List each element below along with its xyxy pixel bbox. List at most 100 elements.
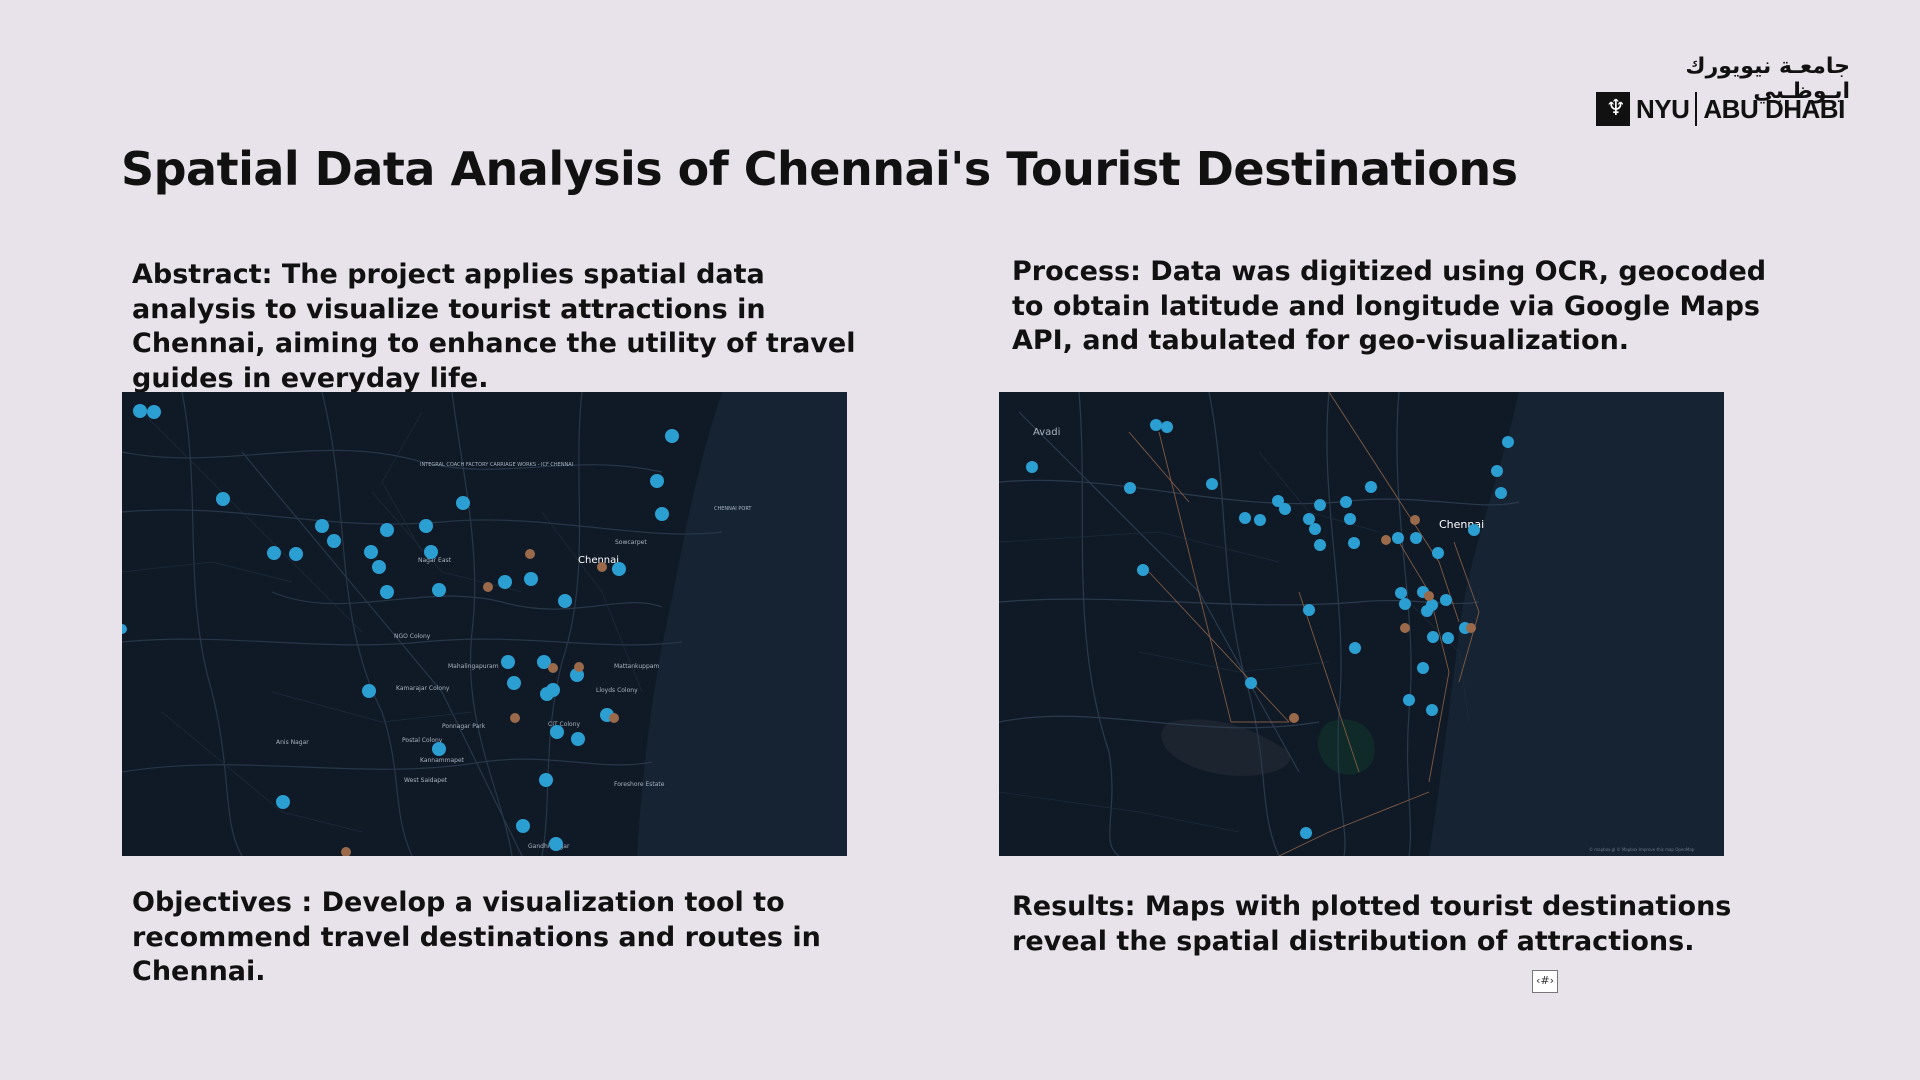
logo-abu-dhabi-text: ABU DHABI	[1703, 93, 1845, 124]
left-map-point-orange	[510, 713, 520, 723]
right-map-point	[1426, 704, 1438, 716]
left-map-label-chennai: Chennai	[578, 555, 619, 566]
right-map-point	[1272, 495, 1284, 507]
right-map-point	[1399, 598, 1411, 610]
right-map-canvas: Avadi Chennai © mapbox.gl © Mapbox Impro…	[999, 392, 1724, 856]
left-map-point	[612, 562, 626, 576]
right-map-point	[1124, 482, 1136, 494]
left-map-point	[558, 594, 572, 608]
left-map-label-postal: Postal Colony	[402, 737, 443, 744]
left-map-label-foreshore: Foreshore Estate	[614, 781, 665, 788]
left-map-label-gandhi-nagar: Gandhi Nagar	[528, 843, 570, 850]
right-map-park	[1317, 719, 1375, 775]
right-map-point	[1348, 537, 1360, 549]
left-map-point	[419, 519, 433, 533]
results-text: Results: Maps with plotted tourist desti…	[1012, 891, 1732, 957]
left-map-point	[432, 742, 446, 756]
left-map-label-mattankuppam: Mattankuppam	[614, 663, 659, 670]
right-map-minor-roads	[999, 451, 1470, 833]
left-map-sea	[637, 392, 847, 856]
right-map-point	[1150, 419, 1162, 431]
right-map-point	[1300, 827, 1312, 839]
left-map-point-orange	[548, 663, 558, 673]
left-map-point	[380, 585, 394, 599]
nyu-abu-dhabi-logo: جامعـة نيويورك ابـوظـبي ♆ NYU ABU DHABI	[1594, 54, 1854, 130]
right-map-point	[1491, 465, 1503, 477]
slide-title: Spatial Data Analysis of Chennai's Touri…	[121, 142, 1518, 196]
left-map-point	[546, 683, 560, 697]
right-map-routes	[1128, 392, 1480, 856]
right-map-point	[1502, 436, 1514, 448]
right-map-label-avadi: Avadi	[1033, 427, 1060, 438]
right-map-point	[1432, 547, 1444, 559]
right-map-point	[1349, 642, 1361, 654]
left-map-label-ngo-colony: NGO Colony	[394, 633, 431, 640]
right-map-point	[1442, 632, 1454, 644]
left-map-label-mahalingapuram: Mahalingapuram	[448, 663, 499, 670]
left-map-label-ponnagar: Ponnagar Park	[442, 723, 486, 730]
right-map-point-orange	[1381, 535, 1391, 545]
right-map-point	[1440, 594, 1452, 606]
left-map-points	[122, 404, 679, 856]
left-map-point-orange	[341, 847, 351, 856]
right-map-point-orange	[1400, 623, 1410, 633]
left-map-point	[665, 429, 679, 443]
right-map-point	[1340, 496, 1352, 508]
left-map-point	[549, 837, 563, 851]
left-map-label-kamarajar: Kamarajar Colony	[396, 685, 450, 692]
left-map-point	[364, 545, 378, 559]
left-map-point	[267, 546, 281, 560]
left-map-point	[655, 507, 669, 521]
right-map-point-orange	[1410, 515, 1420, 525]
left-map[interactable]: INTEGRAL COACH FACTORY CARRIAGE WORKS - …	[122, 392, 847, 856]
page-number-placeholder[interactable]: ‹#›	[1532, 970, 1558, 993]
process-text: Process: Data was digitized using OCR, g…	[1012, 256, 1767, 356]
left-map-point	[537, 655, 551, 669]
right-map-point	[1365, 481, 1377, 493]
right-map-point	[1426, 599, 1438, 611]
logo-nyu-text: NYU	[1636, 93, 1690, 124]
left-map-point	[501, 655, 515, 669]
left-map-point-orange	[483, 582, 493, 592]
right-map-points	[1026, 419, 1514, 839]
left-map-label-anis-nagar: Anis Nagar	[276, 739, 309, 746]
right-map-point	[1314, 499, 1326, 511]
right-map-point	[1239, 512, 1251, 524]
right-map-point	[1303, 513, 1315, 525]
right-map[interactable]: Avadi Chennai © mapbox.gl © Mapbox Impro…	[999, 392, 1724, 856]
left-map-label-chennai-port: CHENNAI PORT	[714, 506, 752, 512]
left-map-labels: INTEGRAL COACH FACTORY CARRIAGE WORKS - …	[276, 462, 752, 850]
left-map-point	[315, 519, 329, 533]
left-map-point	[147, 405, 161, 419]
right-map-attribution: © mapbox.gl © Mapbox Improve this map Op…	[1589, 847, 1695, 852]
abstract-text: Abstract: The project applies spatial da…	[132, 259, 856, 394]
right-map-point	[1395, 587, 1407, 599]
right-map-point	[1206, 478, 1218, 490]
right-map-point	[1161, 421, 1173, 433]
left-map-point	[456, 496, 470, 510]
left-map-point	[571, 732, 585, 746]
logo-arabic-text: جامعـة نيويورك ابـوظـبي	[1685, 54, 1850, 104]
left-map-canvas: INTEGRAL COACH FACTORY CARRIAGE WORKS - …	[122, 392, 847, 856]
left-map-label-icf: INTEGRAL COACH FACTORY CARRIAGE WORKS - …	[420, 462, 573, 468]
left-map-point-orange	[609, 713, 619, 723]
right-map-point	[1254, 514, 1266, 526]
logo-row: ♆ NYU ABU DHABI	[1596, 92, 1845, 126]
left-map-point	[133, 404, 147, 418]
right-map-point	[1344, 513, 1356, 525]
right-map-sea	[1429, 392, 1724, 856]
left-map-point	[327, 534, 341, 548]
right-map-point-orange	[1466, 623, 1476, 633]
left-map-point	[289, 547, 303, 561]
left-map-point-orange	[525, 549, 535, 559]
right-map-point	[1314, 539, 1326, 551]
left-map-point	[507, 676, 521, 690]
right-map-point	[1410, 532, 1422, 544]
right-map-point	[1026, 461, 1038, 473]
left-map-point	[216, 492, 230, 506]
right-map-point	[1309, 523, 1321, 535]
left-map-point	[498, 575, 512, 589]
left-map-point	[362, 684, 376, 698]
left-map-point	[516, 819, 530, 833]
left-map-label-nagar-east: Nagar East	[418, 557, 452, 564]
